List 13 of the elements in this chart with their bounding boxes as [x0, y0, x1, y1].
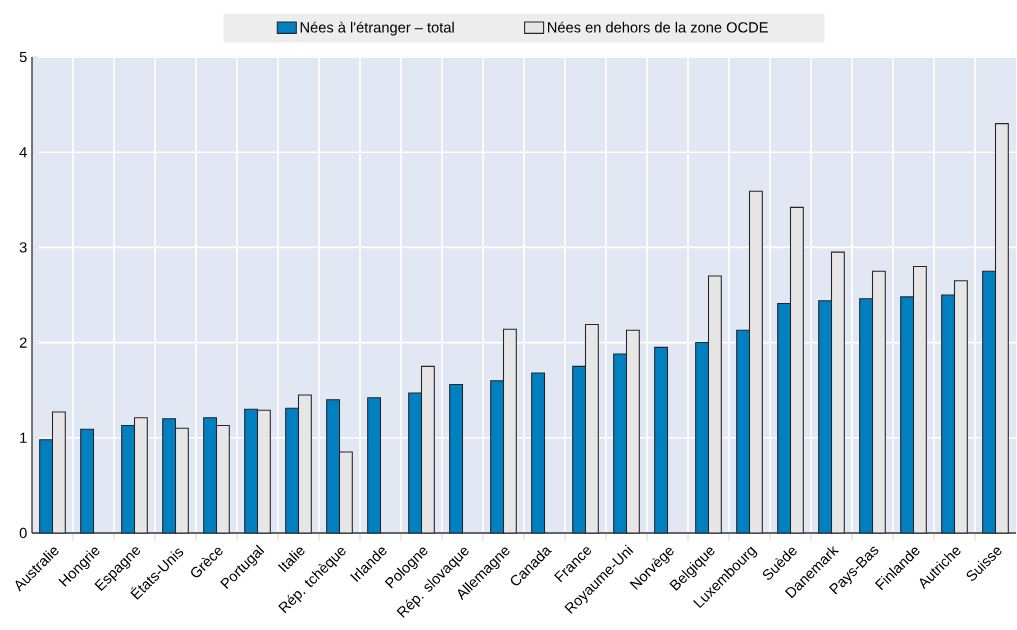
- y-tick-label: 1: [20, 432, 27, 443]
- y-tick-label: 2: [19, 337, 27, 348]
- bar: [654, 346, 669, 534]
- bar: [449, 383, 464, 534]
- bar: [367, 397, 382, 534]
- legend-label: Nées à l'étranger – total: [300, 21, 454, 36]
- y-tick-label: 3: [19, 242, 27, 253]
- bar: [531, 372, 546, 534]
- bar: [80, 428, 95, 534]
- y-tick-label: 4: [19, 147, 27, 158]
- y-tick-label: 0: [19, 527, 27, 539]
- y-tick-label: 5: [19, 51, 27, 63]
- legend-label: Nées en dehors de la zone OCDE: [548, 21, 768, 33]
